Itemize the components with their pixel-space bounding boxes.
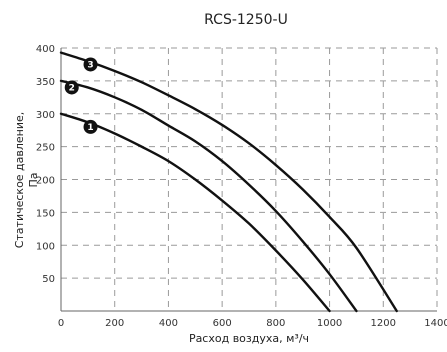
- x-tick-label: 0: [58, 318, 64, 329]
- series-curves: [59, 51, 398, 313]
- series-line-3: [59, 51, 398, 313]
- x-tick-label: 1400: [424, 318, 447, 329]
- series-marker-dot: [83, 119, 98, 134]
- y-axis-label-line1: Статическое давление,: [13, 112, 26, 249]
- x-tick-label: 200: [105, 318, 124, 329]
- series-marker-3: 3: [83, 57, 98, 72]
- series-marker-label: 3: [87, 61, 93, 71]
- series-line-1: [59, 112, 331, 313]
- x-tick-label: 800: [266, 318, 285, 329]
- series-marker-dot: [64, 80, 79, 95]
- y-tick-label: 350: [36, 77, 55, 88]
- x-tick-label: 1000: [317, 318, 342, 329]
- y-tick-label: 50: [42, 274, 55, 285]
- series-marker-2: 2: [64, 80, 79, 95]
- x-tick-label: 1200: [371, 318, 396, 329]
- series-marker-label: 2: [69, 84, 75, 94]
- x-tick-labels: 0 200 400 600 800 1000 1200 1400: [58, 318, 447, 329]
- y-tick-label: 400: [36, 44, 55, 55]
- y-tick-label: 200: [36, 176, 55, 187]
- y-axis-label-line2: Па: [27, 172, 40, 187]
- x-tick-label: 400: [159, 318, 178, 329]
- series-line-2: [59, 79, 358, 313]
- chart-title: RCS-1250-U: [204, 12, 288, 28]
- series-markers: 1 2 3: [64, 57, 98, 134]
- x-tick-label: 600: [213, 318, 232, 329]
- x-axis-label: Расход воздуха, м³/ч: [189, 332, 309, 345]
- series-marker-dot: [83, 57, 98, 72]
- series-marker-label: 1: [87, 123, 93, 133]
- y-tick-label: 300: [36, 110, 55, 121]
- grid-lines: [61, 47, 438, 311]
- axes: [60, 48, 437, 312]
- y-tick-label: 250: [36, 143, 55, 154]
- y-tick-label: 100: [36, 241, 55, 252]
- y-tick-labels: 50 100 150 200 250 300 350 400: [36, 44, 55, 285]
- series-marker-1: 1: [83, 119, 98, 134]
- y-tick-label: 150: [36, 208, 55, 219]
